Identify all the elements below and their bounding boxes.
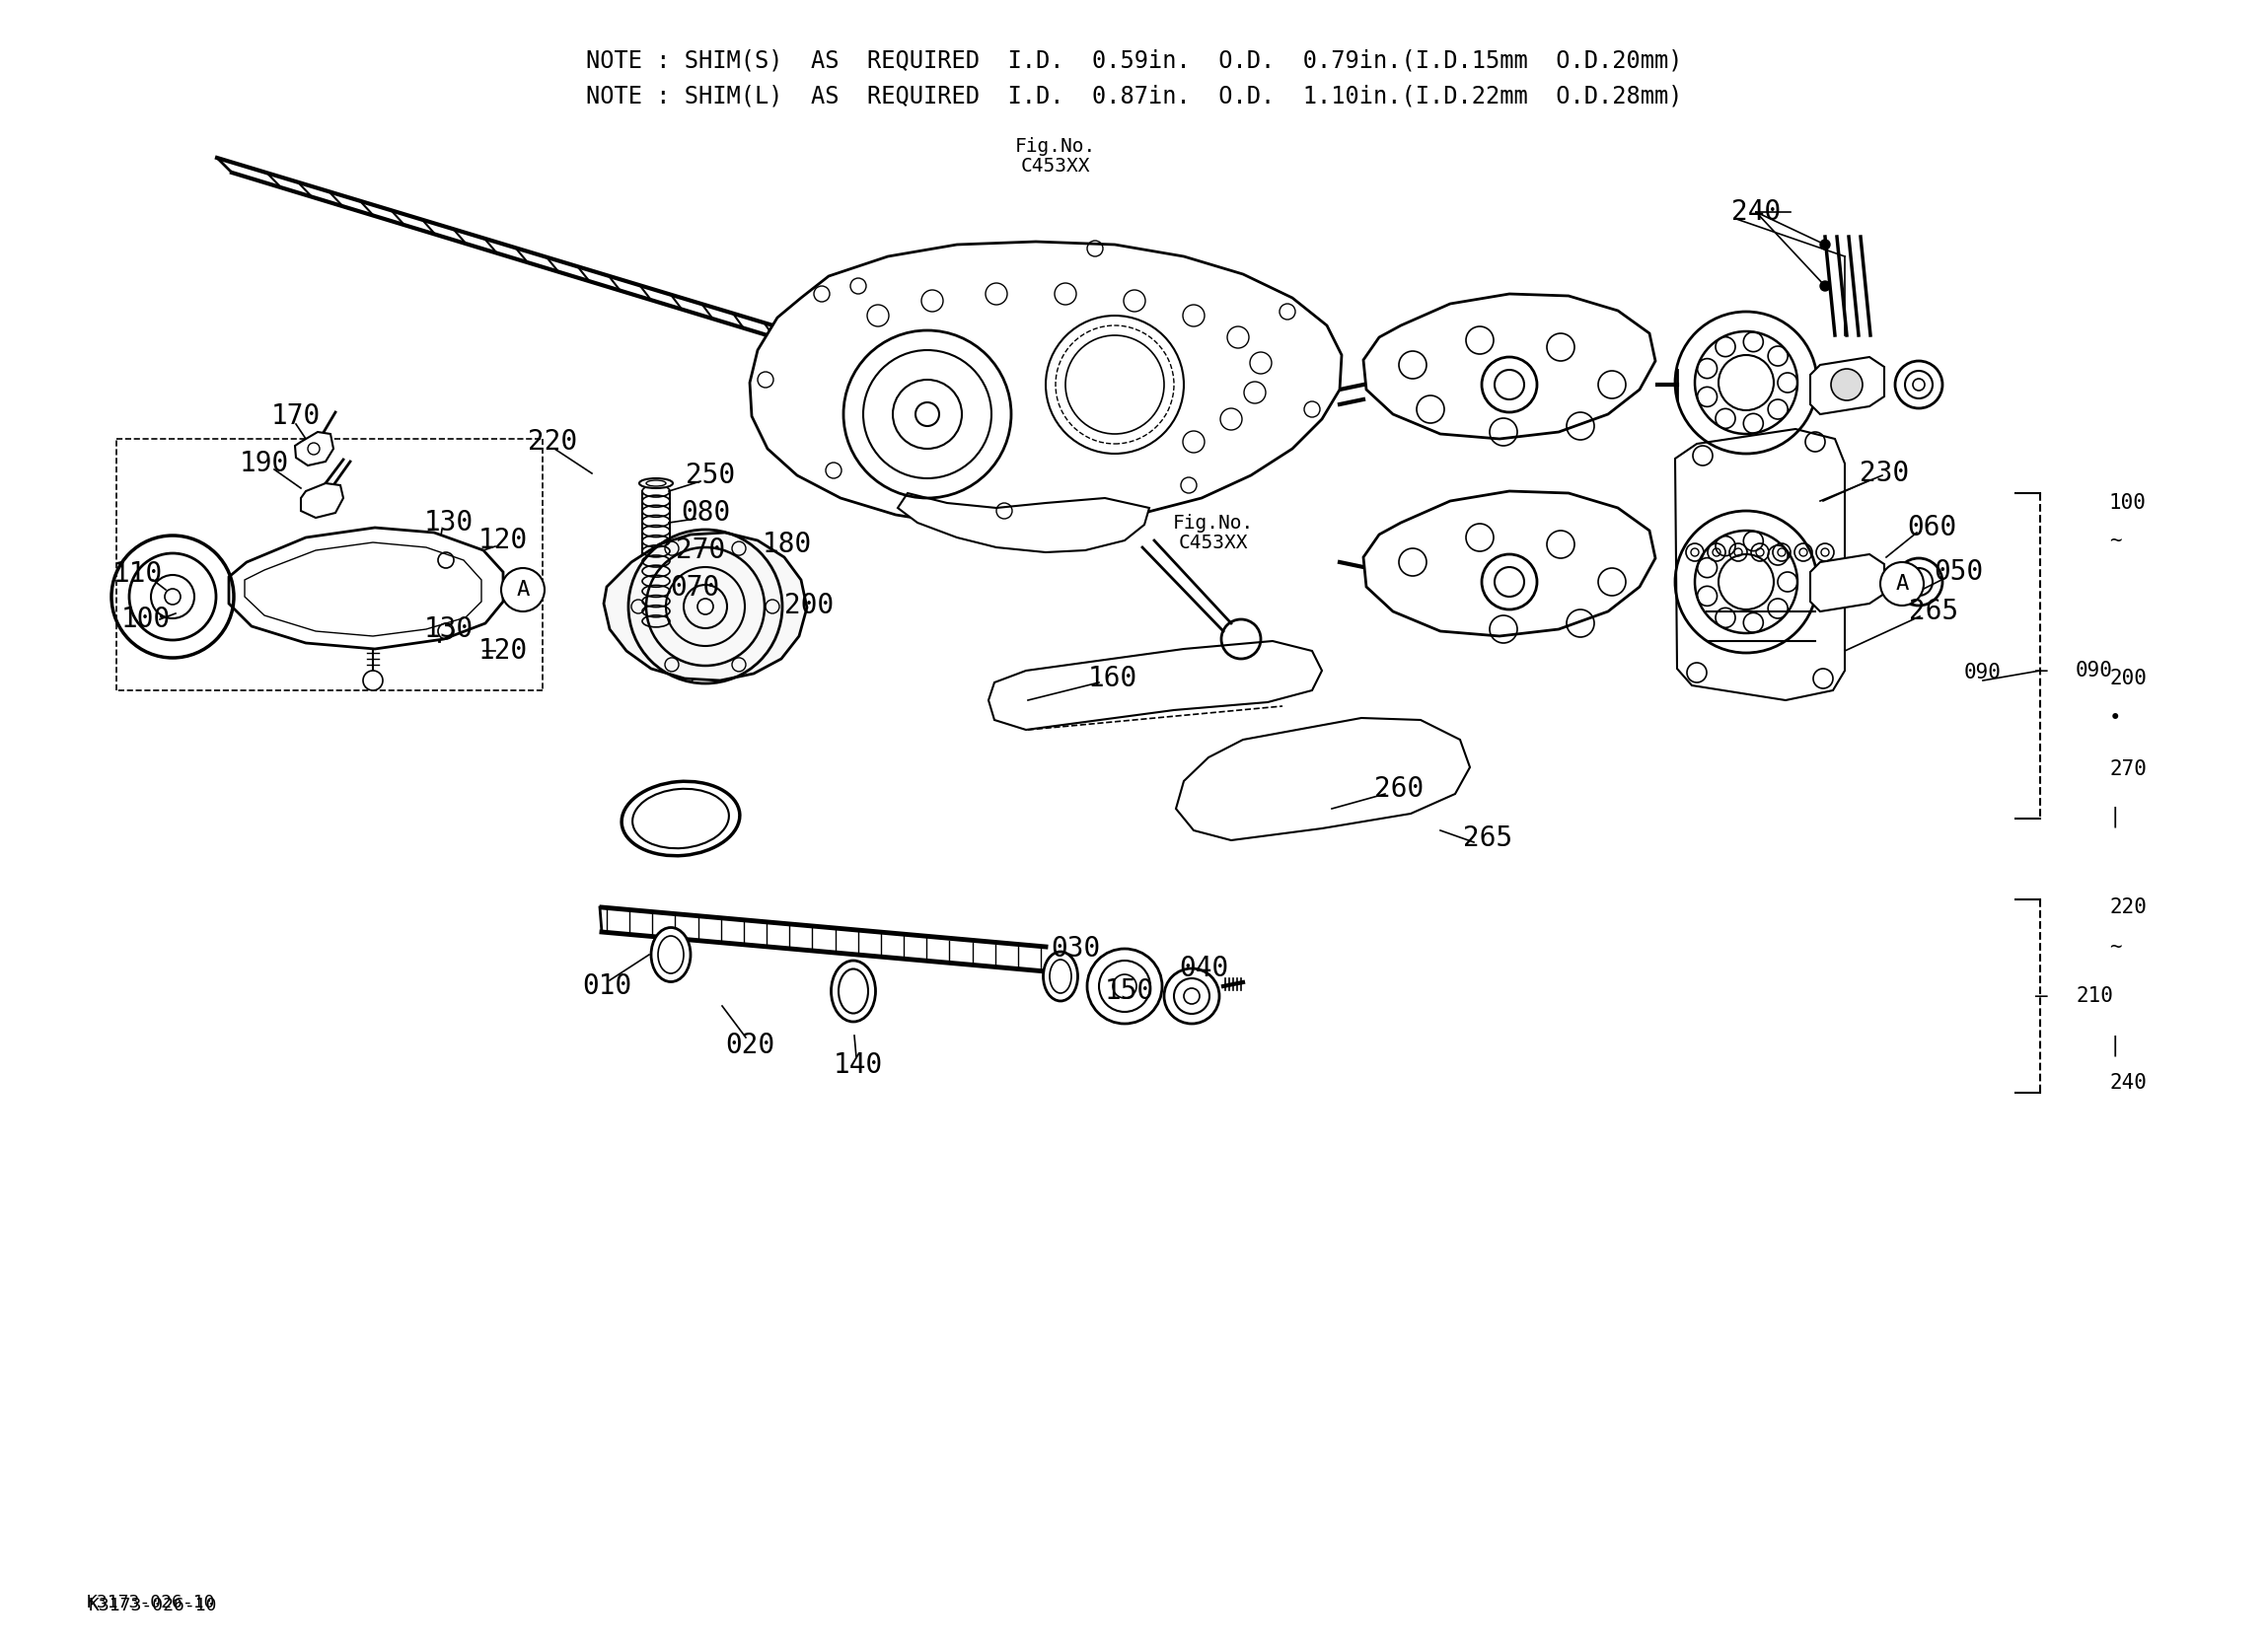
Text: 250: 250 bbox=[685, 461, 735, 489]
Text: NOTE : SHIM(S)  AS  REQUIRED  I.D.  0.59in.  O.D.  0.79in.(I.D.15mm  O.D.20mm): NOTE : SHIM(S) AS REQUIRED I.D. 0.59in. … bbox=[585, 49, 1683, 72]
Text: ~: ~ bbox=[2109, 530, 2121, 550]
Text: 220: 220 bbox=[528, 428, 578, 456]
Circle shape bbox=[1880, 563, 1923, 606]
Text: 210: 210 bbox=[2075, 986, 2114, 1006]
Text: K3173-026-10: K3173-026-10 bbox=[86, 1593, 215, 1611]
Polygon shape bbox=[603, 533, 807, 680]
Polygon shape bbox=[1363, 295, 1656, 439]
Text: 130: 130 bbox=[424, 509, 474, 537]
Text: Fig.No.: Fig.No. bbox=[1016, 137, 1095, 155]
Polygon shape bbox=[1175, 718, 1470, 839]
Polygon shape bbox=[1810, 357, 1885, 415]
Text: 200: 200 bbox=[2109, 668, 2146, 688]
Circle shape bbox=[1086, 948, 1161, 1024]
Text: 170: 170 bbox=[272, 402, 320, 430]
Polygon shape bbox=[751, 242, 1343, 528]
Text: 070: 070 bbox=[669, 574, 719, 601]
Polygon shape bbox=[302, 484, 342, 518]
Text: Fig.No.: Fig.No. bbox=[1173, 514, 1254, 532]
Ellipse shape bbox=[640, 479, 674, 489]
Text: 180: 180 bbox=[762, 530, 812, 558]
Circle shape bbox=[916, 402, 939, 426]
Text: A: A bbox=[517, 579, 528, 599]
Circle shape bbox=[1821, 281, 1830, 291]
Text: —: — bbox=[2037, 660, 2048, 680]
Text: 100: 100 bbox=[2109, 494, 2146, 514]
Text: 160: 160 bbox=[1089, 665, 1139, 693]
Circle shape bbox=[699, 599, 712, 614]
Ellipse shape bbox=[830, 961, 875, 1022]
Text: 200: 200 bbox=[785, 591, 835, 619]
Text: A: A bbox=[1896, 574, 1910, 594]
Text: 120: 120 bbox=[479, 637, 528, 665]
Ellipse shape bbox=[1043, 951, 1077, 1001]
Polygon shape bbox=[1676, 430, 1844, 700]
Text: 030: 030 bbox=[1050, 935, 1100, 963]
Text: 020: 020 bbox=[726, 1032, 776, 1058]
Text: 220: 220 bbox=[2109, 897, 2146, 917]
Text: 050: 050 bbox=[1932, 558, 1982, 586]
Text: 090: 090 bbox=[1964, 663, 2003, 683]
Ellipse shape bbox=[651, 928, 689, 981]
Text: 080: 080 bbox=[680, 499, 730, 527]
Polygon shape bbox=[229, 528, 503, 649]
Text: 260: 260 bbox=[1374, 775, 1424, 803]
Text: 190: 190 bbox=[240, 449, 290, 477]
Text: NOTE : SHIM(L)  AS  REQUIRED  I.D.  0.87in.  O.D.  1.10in.(I.D.22mm  O.D.28mm): NOTE : SHIM(L) AS REQUIRED I.D. 0.87in. … bbox=[585, 86, 1683, 109]
Text: |: | bbox=[2109, 1035, 2121, 1057]
Circle shape bbox=[501, 568, 544, 611]
Polygon shape bbox=[1363, 491, 1656, 635]
Text: C453XX: C453XX bbox=[1179, 533, 1247, 551]
Text: 150: 150 bbox=[1105, 978, 1154, 1006]
Polygon shape bbox=[295, 431, 333, 466]
Circle shape bbox=[1163, 968, 1220, 1024]
Text: 100: 100 bbox=[120, 606, 170, 634]
Text: K3173-026-10: K3173-026-10 bbox=[88, 1597, 218, 1615]
Polygon shape bbox=[1810, 555, 1885, 611]
Text: 230: 230 bbox=[1860, 459, 1910, 487]
Text: C453XX: C453XX bbox=[1021, 156, 1091, 174]
Text: |: | bbox=[2109, 807, 2121, 828]
Text: 240: 240 bbox=[1730, 198, 1780, 226]
Text: 010: 010 bbox=[583, 973, 631, 1001]
Text: •: • bbox=[2109, 708, 2121, 728]
Text: 270: 270 bbox=[2109, 759, 2146, 779]
Text: 270: 270 bbox=[676, 537, 726, 565]
Text: —: — bbox=[2037, 986, 2048, 1006]
Text: 265: 265 bbox=[1910, 597, 1957, 625]
Text: 090: 090 bbox=[2075, 660, 2114, 680]
Circle shape bbox=[1830, 369, 1862, 400]
Text: 265: 265 bbox=[1463, 825, 1513, 853]
Polygon shape bbox=[898, 494, 1150, 553]
Text: 240: 240 bbox=[2109, 1073, 2146, 1093]
Text: 140: 140 bbox=[832, 1052, 882, 1078]
Circle shape bbox=[363, 670, 383, 690]
Text: 060: 060 bbox=[1907, 514, 1957, 542]
Text: 110: 110 bbox=[113, 560, 163, 588]
Text: 120: 120 bbox=[479, 527, 528, 555]
Text: 040: 040 bbox=[1179, 955, 1229, 983]
Polygon shape bbox=[989, 640, 1322, 729]
Text: 130: 130 bbox=[424, 616, 474, 644]
Text: ~: ~ bbox=[2109, 937, 2121, 956]
Circle shape bbox=[1821, 240, 1830, 250]
